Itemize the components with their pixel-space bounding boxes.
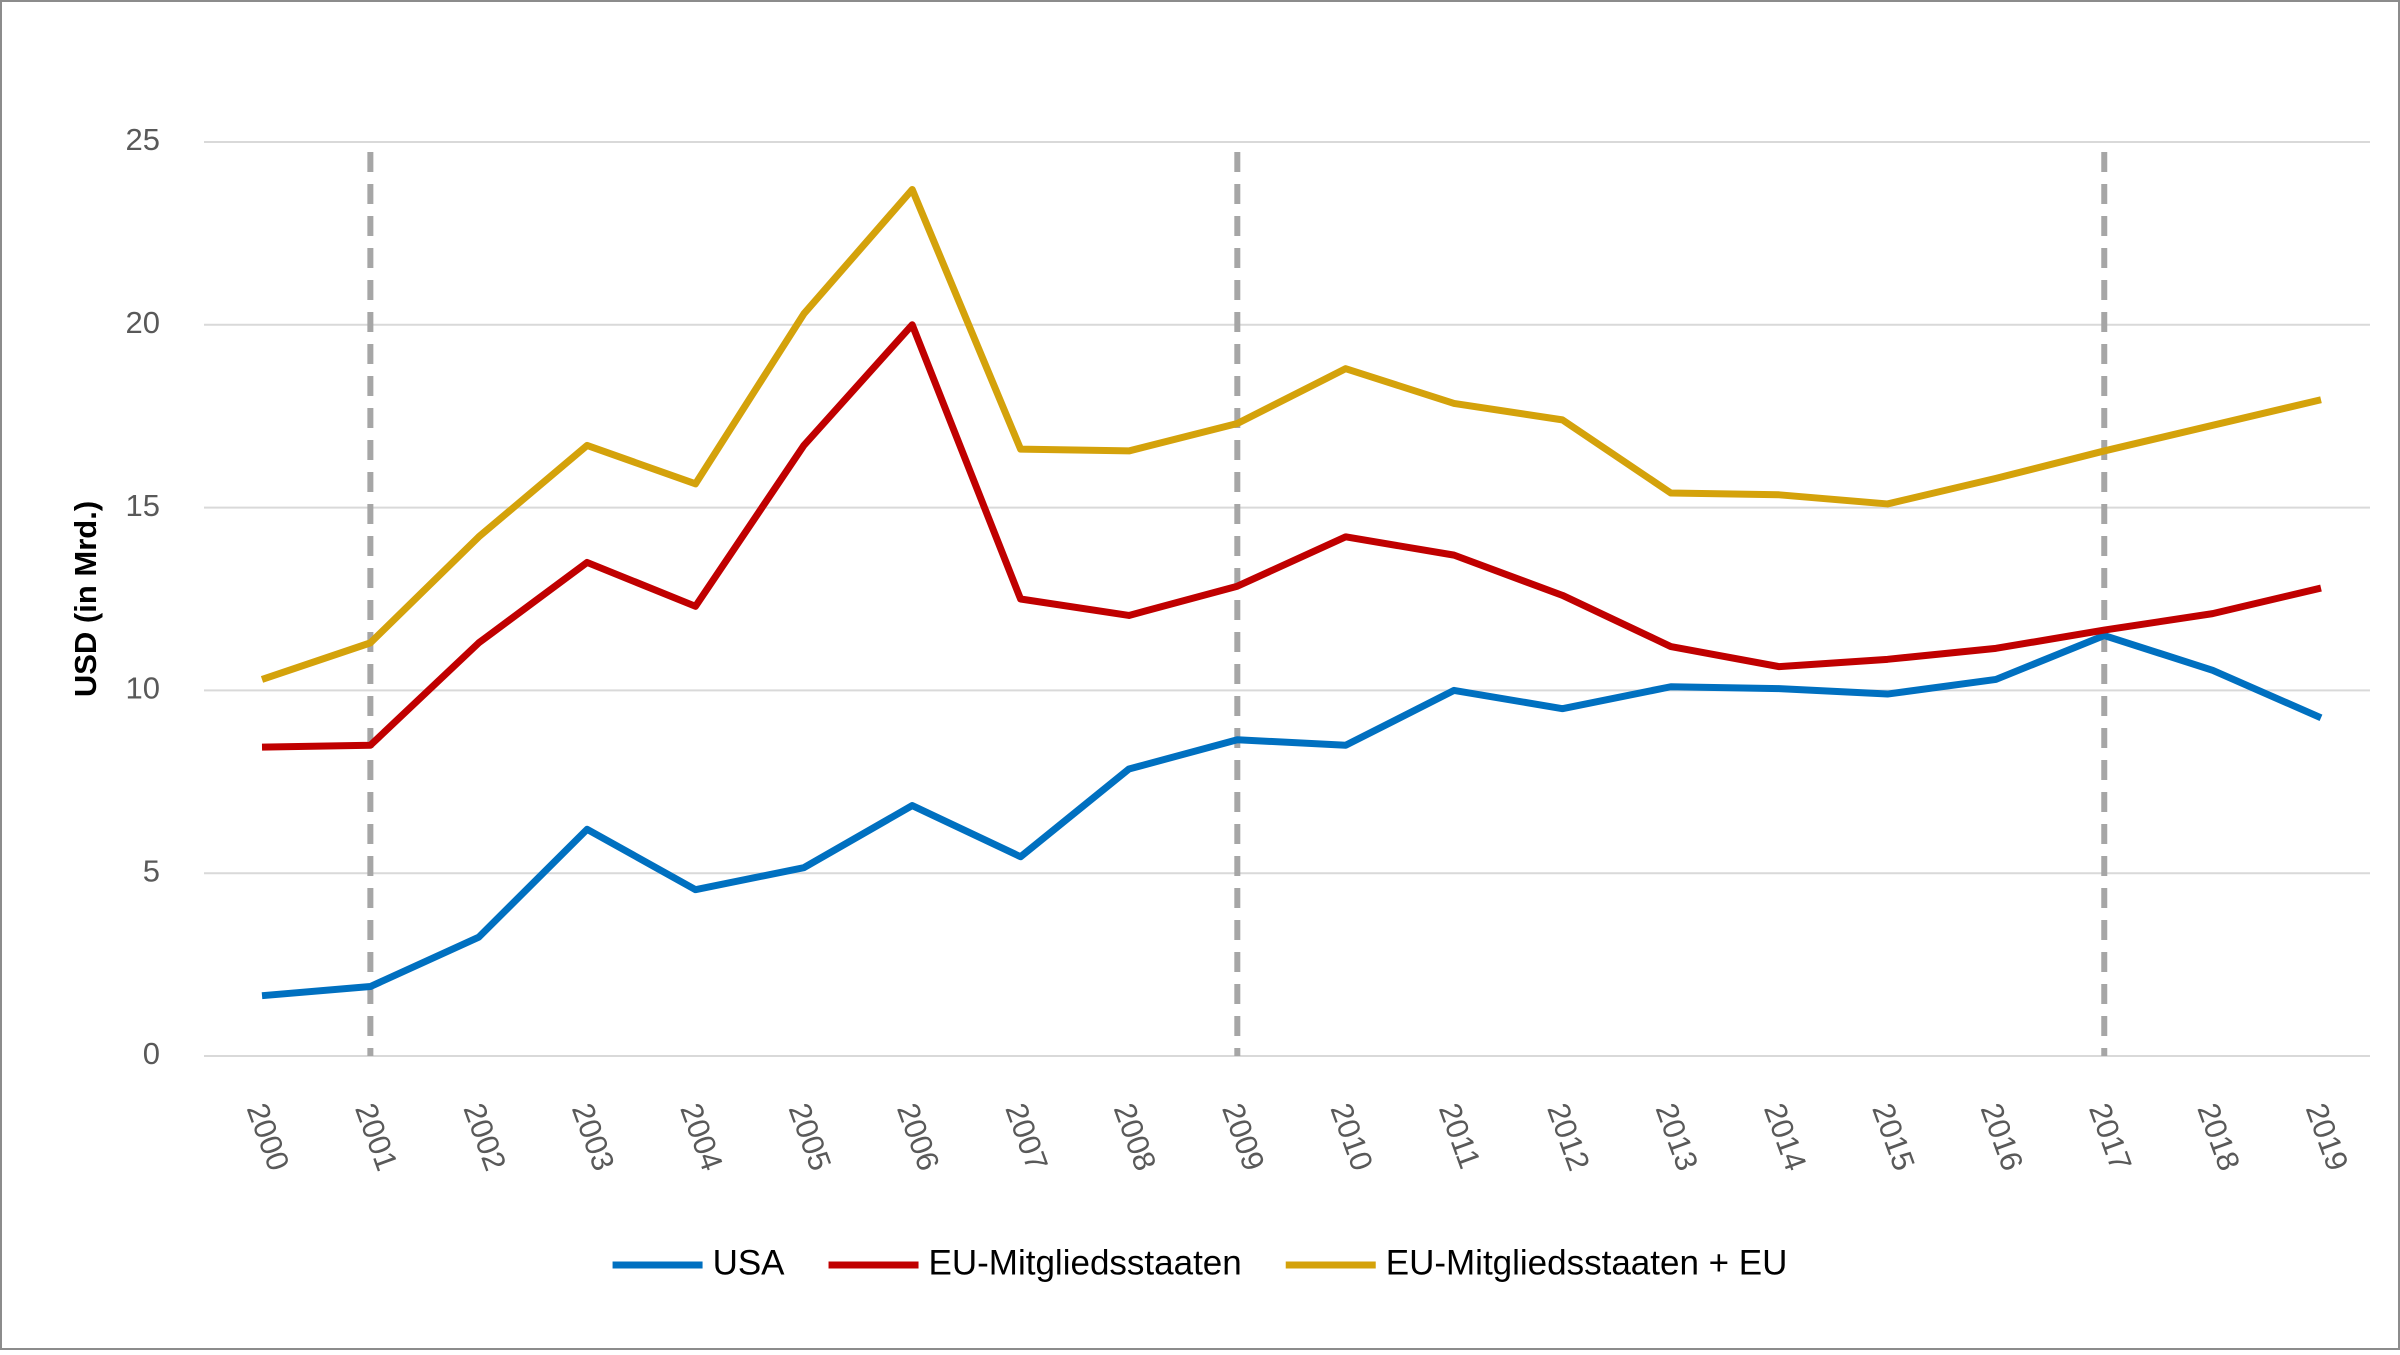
y-axis-label: USD (in Mrd.) <box>68 501 103 697</box>
y-tick-label: 15 <box>126 488 160 523</box>
legend-label: EU-Mitgliedsstaaten + EU <box>1386 1243 1788 1282</box>
data-line <box>261 632 2323 1000</box>
data-line <box>260 186 2322 683</box>
y-tick-label: 20 <box>126 305 160 340</box>
y-tick-label: 25 <box>126 122 160 157</box>
y-tick-label: 0 <box>143 1036 160 1071</box>
legend-label: USA <box>713 1243 786 1282</box>
y-tick-label: 10 <box>126 671 160 706</box>
y-tick-label: 5 <box>143 853 160 888</box>
data-line <box>261 321 2322 751</box>
legend-label: EU-Mitgliedsstaaten <box>929 1243 1242 1282</box>
